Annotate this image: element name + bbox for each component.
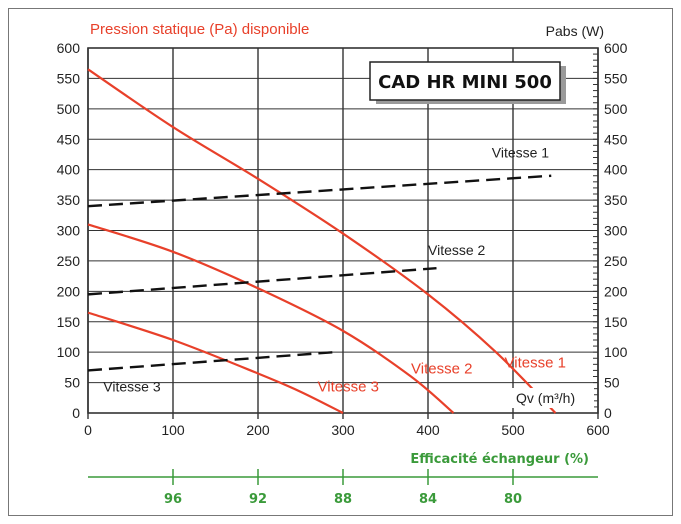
pressure-label-vitesse-1: Vitesse 1 [505, 354, 566, 371]
chart-title: CAD HR MINI 500 [378, 72, 552, 93]
y-tick-label-right: 450 [604, 131, 628, 147]
efficiency-axis-label: Efficacité échangeur (%) [410, 452, 589, 467]
series-layer [87, 68, 557, 414]
y-tick-label-right: 600 [604, 40, 628, 56]
left-axis-label: Pression statique (Pa) disponible [90, 21, 309, 38]
power-label-vitesse-2: Vitesse 2 [428, 242, 486, 258]
x-tick-label: 300 [331, 422, 355, 438]
efficiency-tick-label: 96 [164, 492, 182, 507]
y-tick-label-right: 400 [604, 162, 628, 178]
pressure-curve-vitesse-1 [87, 68, 557, 414]
y-tick-label-right: 150 [604, 314, 628, 330]
y-tick-label-left: 550 [57, 70, 81, 86]
right-axis-label: Pabs (W) [546, 23, 604, 39]
x-tick-label: 600 [586, 422, 610, 438]
y-tick-label-right: 500 [604, 101, 628, 117]
x-tick-label: 500 [501, 422, 525, 438]
y-tick-label-left: 600 [57, 40, 81, 56]
y-tick-label-right: 250 [604, 253, 628, 269]
y-tick-label-left: 0 [72, 405, 80, 421]
series-labels: Vitesse 1 Vitesse 2 Vitesse 3 Vitesse 1 Vite… [103, 145, 566, 396]
x-axis-label-bg [512, 388, 594, 408]
efficiency-tick-label: 92 [249, 492, 267, 507]
y-tick-label-left: 250 [57, 253, 81, 269]
y-tick-label-right: 300 [604, 223, 628, 239]
efficiency-tick-label: 84 [419, 492, 437, 507]
title-box [369, 61, 561, 101]
efficiency-tick-label: 88 [334, 492, 352, 507]
x-tick-label: 100 [161, 422, 185, 438]
x-tick-label: 0 [84, 422, 92, 438]
y-tick-label-right: 200 [604, 283, 628, 299]
y-tick-label-right: 100 [604, 344, 628, 360]
y-tick-label-left: 350 [57, 192, 81, 208]
y-tick-label-left: 400 [57, 162, 81, 178]
pressure-curve-vitesse-3 [87, 311, 344, 414]
power-line-vitesse-1 [87, 174, 552, 208]
y-tick-label-left: 450 [57, 131, 81, 147]
x-axis-label: Qv (m³/h) [516, 390, 575, 406]
efficiency-tick-label: 80 [504, 492, 522, 507]
pressure-curve-vitesse-2 [87, 223, 455, 414]
y-tick-label-left: 100 [57, 344, 81, 360]
x-tick-label: 400 [416, 422, 440, 438]
pressure-label-vitesse-2: Vitesse 2 [411, 360, 472, 377]
efficiency-axis: 96 92 88 84 80 [88, 469, 598, 507]
y-tick-label-left: 200 [57, 283, 81, 299]
y-tick-label-left: 500 [57, 101, 81, 117]
y-tick-label-right: 350 [604, 192, 628, 208]
y-tick-label-left: 300 [57, 223, 81, 239]
power-label-vitesse-3: Vitesse 3 [103, 379, 161, 395]
power-line-vitesse-2 [87, 267, 437, 296]
y-tick-label-left: 150 [57, 314, 81, 330]
y-tick-label-right: 0 [604, 405, 612, 421]
power-label-vitesse-1: Vitesse 1 [492, 145, 550, 161]
y-tick-label-left: 50 [64, 375, 80, 391]
y-tick-label-right: 550 [604, 70, 628, 86]
x-tick-label: 200 [246, 422, 270, 438]
y-tick-label-right: 50 [604, 375, 620, 391]
pressure-label-vitesse-3: Vitesse 3 [318, 379, 379, 396]
